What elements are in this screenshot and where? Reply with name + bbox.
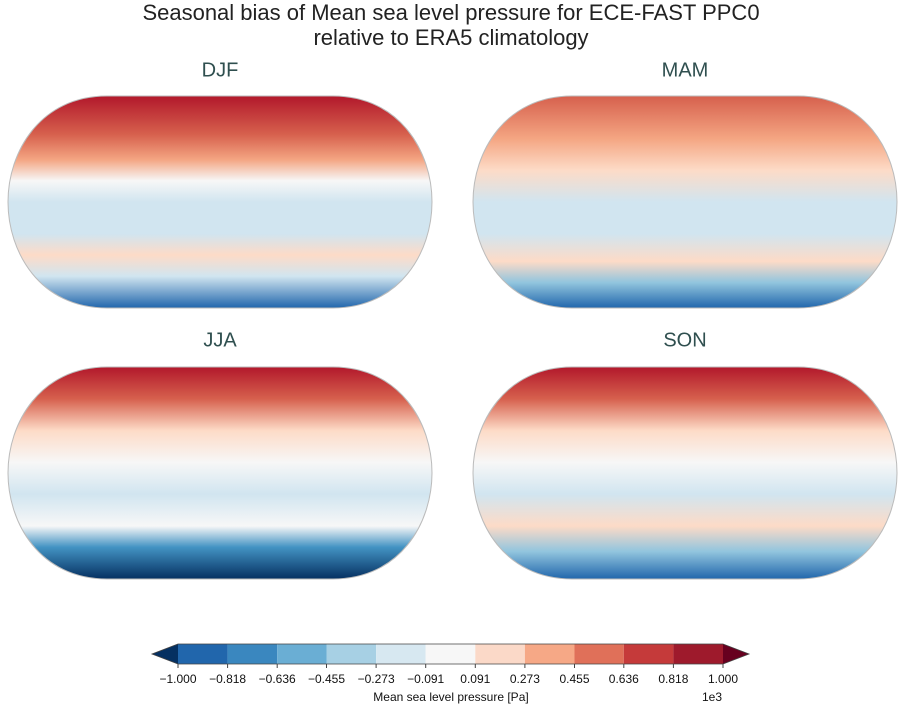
colorbar-bin [277, 644, 327, 664]
colorbar-offset: 1e3 [702, 690, 722, 704]
title-line: Seasonal bias of Mean sea level pressure… [142, 0, 759, 25]
tick-label: −0.636 [259, 672, 296, 686]
colorbar-extend [723, 644, 749, 664]
map-panel [472, 366, 898, 580]
map-panel [7, 366, 433, 580]
colorbar-bin [475, 644, 525, 664]
map [472, 366, 898, 580]
colorbar-bin [376, 644, 426, 664]
colorbar-bin [227, 644, 278, 664]
title-line: relative to ERA5 climatology [313, 25, 588, 50]
map [472, 95, 898, 309]
tick-label: −0.818 [209, 672, 246, 686]
colorbar-label: Mean sea level pressure [Pa] [373, 690, 528, 704]
panel-title: SON [663, 329, 706, 351]
tick-label: 0.091 [460, 672, 490, 686]
colorbar-bin [524, 644, 575, 664]
tick-label: −0.273 [358, 672, 395, 686]
tick-label: 0.818 [658, 672, 688, 686]
tick-label: 0.636 [609, 672, 639, 686]
panel-title: JJA [203, 329, 237, 351]
tick-label: 1.000 [708, 672, 738, 686]
colorbar-extend [152, 644, 178, 664]
tick-label: −1.000 [159, 672, 196, 686]
map [7, 95, 433, 309]
colorbar-bin [673, 644, 723, 664]
tick-label: 0.273 [510, 672, 540, 686]
tick-label: −0.455 [308, 672, 345, 686]
colorbar-bin [623, 644, 674, 664]
tick-label: −0.091 [407, 672, 444, 686]
colorbar-bin [326, 644, 377, 664]
panel-title: DJF [202, 59, 239, 81]
map-panel [7, 95, 433, 309]
map [7, 366, 433, 580]
map-panel [472, 95, 898, 309]
colorbar-bin [178, 644, 228, 664]
colorbar-bin [574, 644, 624, 664]
panel-title: MAM [662, 59, 709, 81]
tick-label: 0.455 [559, 672, 589, 686]
colorbar-bin [425, 644, 476, 664]
